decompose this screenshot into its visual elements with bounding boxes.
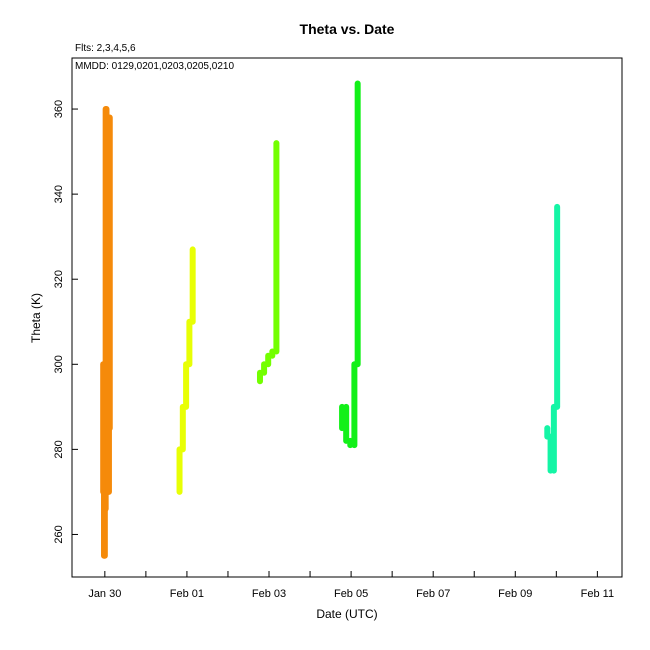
x-tick-label: Feb 09 — [498, 588, 532, 600]
series-3 — [256, 140, 280, 385]
y-tick-label: 360 — [53, 100, 65, 118]
series-2 — [176, 246, 196, 495]
x-axis: Jan 30 Feb 01 Feb 03 Feb 05 Feb 07 Feb 09 Feb … — [88, 571, 614, 600]
x-tick-label: Feb 07 — [416, 588, 450, 600]
plot-frame — [71, 57, 623, 578]
x-tick-label: Feb 03 — [252, 588, 286, 600]
data-points — [100, 80, 561, 559]
y-axis-label: Theta (K) — [29, 293, 43, 343]
x-axis-label: Date (UTC) — [316, 607, 377, 621]
chart-subtitle-fits: Flts: 2,3,4,5,6 — [75, 43, 136, 54]
series-1 — [100, 106, 113, 559]
x-tick-label: Feb 01 — [170, 588, 204, 600]
y-axis: 260 280 300 320 340 360 — [53, 100, 78, 544]
y-tick-label: 260 — [53, 525, 65, 543]
series-5 — [544, 203, 561, 474]
y-tick-label: 300 — [53, 355, 65, 373]
y-tick-label: 340 — [53, 185, 65, 203]
y-tick-label: 280 — [53, 440, 65, 458]
x-tick-label: Jan 30 — [88, 588, 121, 600]
x-tick-label: Feb 11 — [581, 588, 614, 600]
y-tick-label: 320 — [53, 270, 65, 288]
series-4 — [339, 80, 361, 449]
x-tick-label: Feb 05 — [334, 588, 368, 600]
chart-subtitle-mmdd: MMDD: 0129,0201,0203,0205,0210 — [75, 61, 234, 72]
chart-title: Theta vs. Date — [300, 21, 395, 37]
